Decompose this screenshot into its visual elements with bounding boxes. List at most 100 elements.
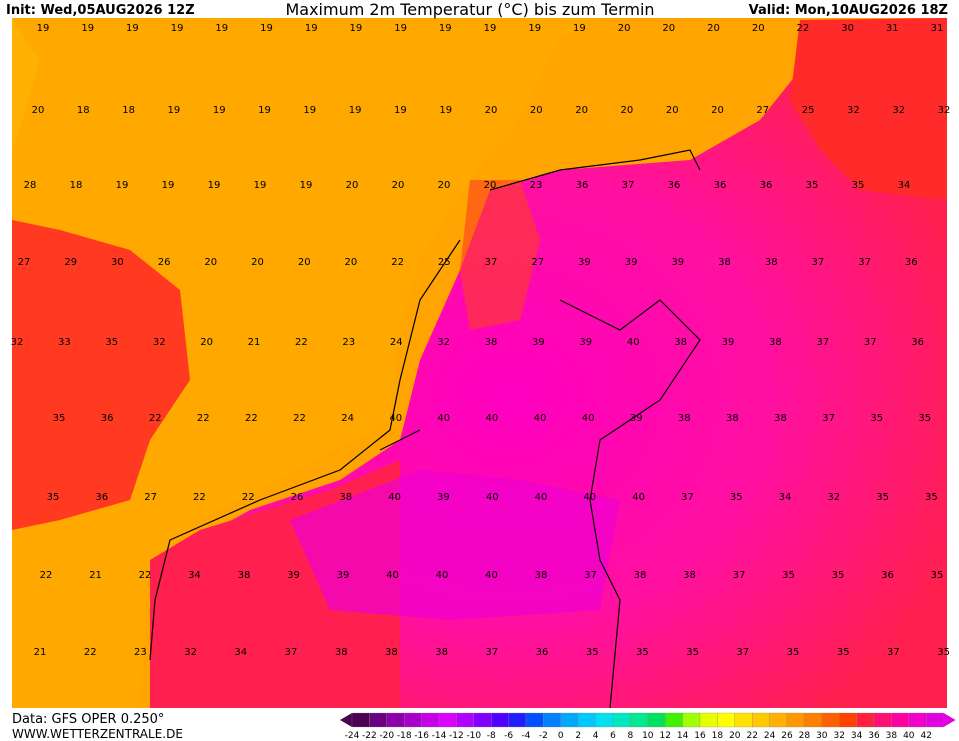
legend-box <box>386 712 405 728</box>
temperature-label: 32 <box>847 105 860 116</box>
temperature-label: 22 <box>40 570 53 581</box>
temperature-label: 20 <box>346 180 359 191</box>
temperature-label: 18 <box>70 180 83 191</box>
temperature-label: 35 <box>876 492 889 503</box>
temperature-label: 35 <box>806 180 819 191</box>
temperature-label: 38 <box>435 647 448 658</box>
temperature-label: 27 <box>756 105 769 116</box>
temperature-label: 20 <box>392 180 405 191</box>
temperature-label: 40 <box>627 337 640 348</box>
temperature-label: 37 <box>681 492 694 503</box>
temperature-label: 37 <box>285 647 298 658</box>
temperature-label: 40 <box>486 413 499 424</box>
north-east <box>790 18 947 200</box>
temperature-label: 19 <box>484 23 497 34</box>
legend-box <box>456 712 474 728</box>
temperature-label: 20 <box>707 23 720 34</box>
temperature-label: 40 <box>436 570 449 581</box>
temperature-label: 37 <box>485 647 498 658</box>
temperature-label: 27 <box>18 257 31 268</box>
legend-tick-label: 20 <box>729 731 741 741</box>
temperature-label: 20 <box>618 23 631 34</box>
legend-box <box>682 712 701 728</box>
legend-box <box>717 712 735 728</box>
temperature-label: 25 <box>802 105 815 116</box>
temperature-label: 35 <box>53 413 66 424</box>
temperature-label: 20 <box>484 180 497 191</box>
legend-box <box>578 712 596 728</box>
temperature-label: 35 <box>47 492 60 503</box>
temperature-label: 37 <box>822 413 835 424</box>
legend-box <box>908 712 927 728</box>
temperature-label: 23 <box>342 337 355 348</box>
temperature-label: 35 <box>832 570 845 581</box>
temperature-label: 39 <box>579 337 592 348</box>
temperature-label: 35 <box>925 492 938 503</box>
temperature-label: 33 <box>58 337 71 348</box>
temperature-label: 37 <box>864 337 877 348</box>
temperature-label: 36 <box>905 257 918 268</box>
temperature-label: 19 <box>126 23 139 34</box>
temperature-label: 32 <box>938 105 951 116</box>
temperature-label: 38 <box>335 647 348 658</box>
temperature-label: 39 <box>722 337 735 348</box>
legend-box <box>839 712 857 728</box>
temperature-label: 19 <box>81 23 94 34</box>
legend-tick-label: 34 <box>851 731 863 741</box>
temperature-label: 26 <box>158 257 171 268</box>
temperature-label: 20 <box>711 105 724 116</box>
legend-tick-label: 28 <box>799 731 811 741</box>
legend-tick-label: 38 <box>886 731 898 741</box>
temperature-label: 19 <box>528 23 541 34</box>
legend-box <box>543 712 561 728</box>
temperature-label: 32 <box>184 647 197 658</box>
legend-tick-label: 0 <box>558 731 564 741</box>
temperature-label: 19 <box>349 105 362 116</box>
temperature-label: 39 <box>578 257 591 268</box>
legend-tick-label: 12 <box>659 731 670 741</box>
legend-box <box>647 712 666 728</box>
temperature-label: 38 <box>683 570 696 581</box>
temperature-label: 22 <box>242 492 255 503</box>
legend-tick-label: -8 <box>487 731 496 741</box>
temperature-label: 39 <box>671 257 684 268</box>
legend-box <box>491 712 509 728</box>
temperature-label: 38 <box>634 570 647 581</box>
legend-box <box>699 712 718 728</box>
valid-time: Valid: Mon,10AUG2026 18Z <box>749 3 948 18</box>
temperature-label: 20 <box>485 105 498 116</box>
temperature-label: 37 <box>584 570 597 581</box>
temperature-label: 20 <box>438 180 451 191</box>
legend-box <box>595 712 614 728</box>
temperature-label: 39 <box>532 337 545 348</box>
temperature-label: 19 <box>350 23 363 34</box>
temperature-label: 34 <box>188 570 201 581</box>
legend-box <box>612 712 631 728</box>
temperature-label: 19 <box>439 23 452 34</box>
temperature-label: 24 <box>390 337 403 348</box>
sea-west <box>12 18 600 708</box>
temperature-label: 36 <box>911 337 924 348</box>
legend-box <box>351 712 370 728</box>
temperature-label: 22 <box>797 23 810 34</box>
temperature-label: 21 <box>34 647 47 658</box>
temperature-label: 27 <box>144 492 157 503</box>
temperature-label: 32 <box>11 337 24 348</box>
temperature-label: 18 <box>122 105 135 116</box>
site: WWW.WETTERZENTRALE.DE <box>12 727 183 741</box>
temperature-label: 35 <box>686 647 699 658</box>
temperature-label: 22 <box>84 647 97 658</box>
temperature-label: 20 <box>345 257 358 268</box>
temperature-label: 35 <box>931 570 944 581</box>
temperature-label: 40 <box>388 492 401 503</box>
temperature-label: 40 <box>389 413 402 424</box>
temperature-label: 22 <box>293 413 306 424</box>
legend-box <box>438 712 457 728</box>
legend-tick-label: -12 <box>449 731 464 741</box>
temperature-label: 20 <box>666 105 679 116</box>
temperature-label: 37 <box>622 180 635 191</box>
temperature-label: 39 <box>630 413 643 424</box>
legend-box <box>665 712 683 728</box>
temperature-label: 23 <box>530 180 543 191</box>
